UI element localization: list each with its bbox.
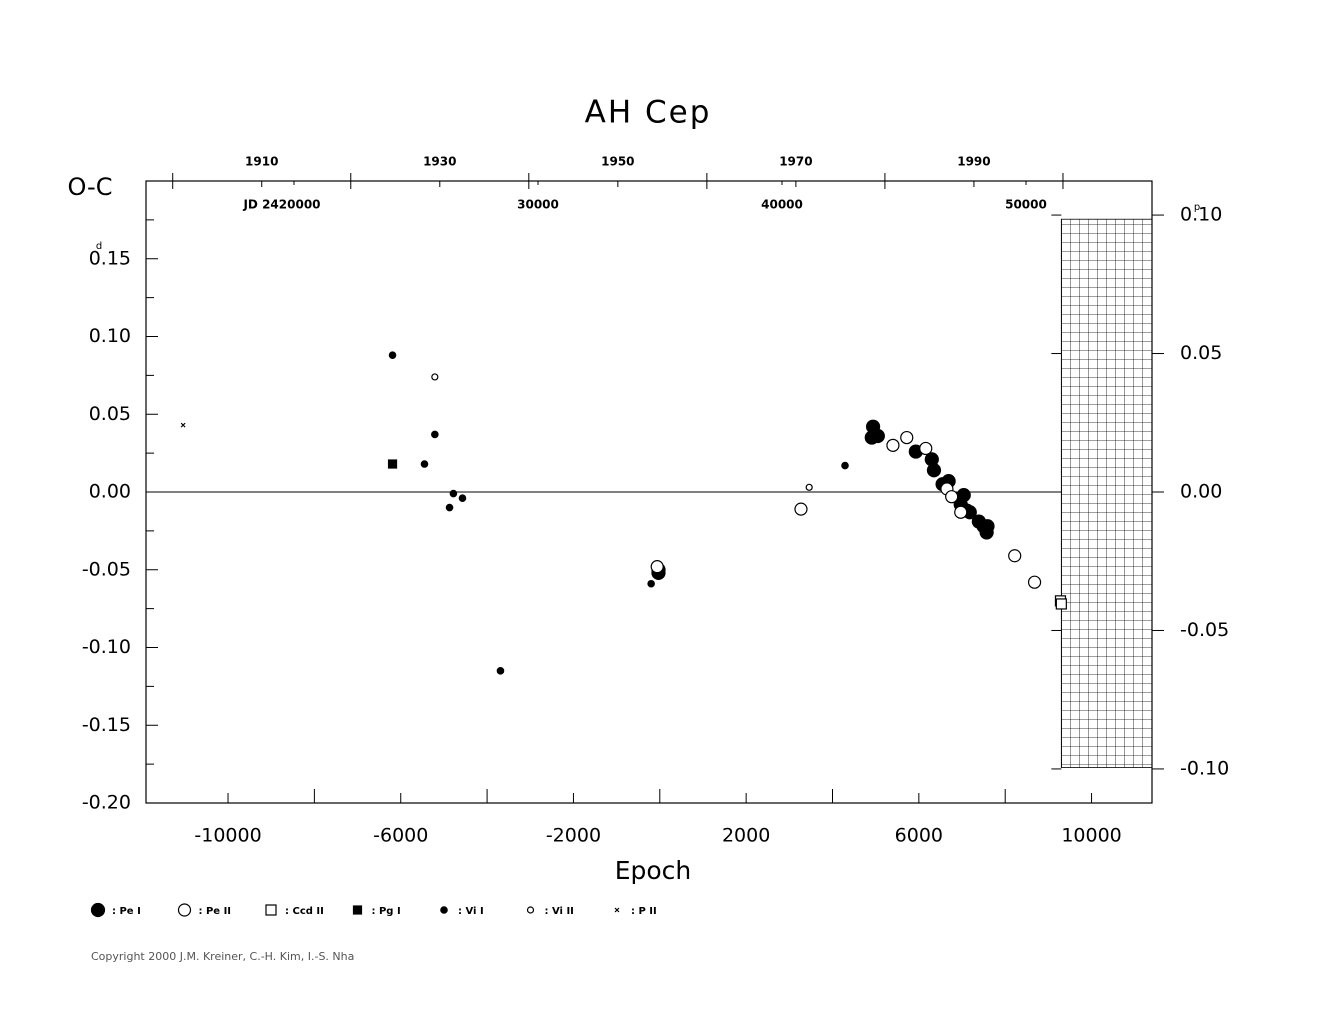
- y-tick-label: -0.15: [82, 714, 131, 736]
- data-point: [431, 430, 439, 439]
- legend-marker: [440, 906, 448, 914]
- y-tick-label: 0.10: [89, 325, 131, 347]
- data-point: [1008, 549, 1022, 563]
- legend-label: : Pe I: [112, 906, 141, 917]
- x-tick-label: 10000: [1061, 825, 1121, 847]
- x-tick-label: 2000: [722, 825, 770, 847]
- copyright: Copyright 2000 J.M. Kreiner, C.-H. Kim, …: [91, 950, 354, 963]
- data-point: [449, 489, 458, 498]
- year-tick-label: 1950: [601, 155, 634, 169]
- jd-tick-label: 40000: [761, 198, 803, 212]
- y2-tick-label: 0.10: [1180, 204, 1222, 226]
- data-point: [496, 667, 505, 675]
- jd-tick-label: 30000: [517, 198, 559, 212]
- data-point: [1027, 575, 1042, 589]
- y-tick-label: -0.10: [82, 636, 131, 658]
- legend-marker: [90, 902, 106, 918]
- year-tick-label: 1990: [957, 155, 990, 169]
- y-tick-label: 0.15: [89, 247, 131, 269]
- data-point: [841, 461, 849, 470]
- legend-label: : P II: [631, 906, 657, 917]
- year-tick-label: 1930: [423, 155, 456, 169]
- chart-title: AH Cep: [585, 95, 712, 131]
- legend-marker: [614, 907, 620, 913]
- y-tick-label: -0.20: [82, 792, 131, 814]
- jd-tick-label: 50000: [1005, 198, 1047, 212]
- legend-label: : Ccd II: [285, 906, 324, 917]
- data-point: [886, 438, 900, 452]
- data-point: [919, 441, 933, 456]
- y-tick-label: -0.05: [82, 558, 131, 580]
- data-point: [387, 459, 398, 469]
- y-tick-label: 0.00: [89, 481, 131, 503]
- y2-tick-label: 0.00: [1180, 481, 1222, 503]
- data-point: [956, 488, 971, 503]
- y-tick-label: 0.05: [89, 403, 131, 425]
- data-point: [647, 579, 655, 588]
- x-tick-label: -6000: [373, 825, 428, 847]
- y-axis-label: O-C: [68, 173, 113, 201]
- x-axis-label: Epoch: [615, 856, 692, 885]
- data-point: [954, 505, 968, 519]
- x-tick-label: 6000: [895, 825, 943, 847]
- legend-label: : Vi I: [458, 906, 484, 917]
- legend-label: : Vi II: [545, 906, 574, 917]
- data-point: [870, 428, 885, 444]
- data-point: [420, 460, 429, 468]
- data-point: [794, 502, 808, 516]
- data-point: [431, 373, 439, 381]
- y2-tick-label: -0.10: [1180, 757, 1229, 779]
- data-point: [900, 430, 914, 445]
- data-point: [650, 560, 664, 574]
- y-unit: d: [96, 241, 102, 252]
- y2-tick-label: 0.05: [1180, 342, 1222, 364]
- legend-label: : Pe II: [199, 906, 232, 917]
- year-tick-label: 1970: [779, 155, 812, 169]
- legend-marker: [265, 904, 277, 916]
- data-point: [945, 490, 959, 504]
- x-tick-label: -10000: [194, 825, 261, 847]
- y2-tick-label: -0.05: [1180, 619, 1229, 641]
- hatched-region: [1060, 218, 1153, 768]
- data-point: [1055, 598, 1067, 610]
- data-point: [445, 503, 454, 512]
- y2-unit: p: [1194, 202, 1200, 213]
- data-point: [980, 519, 995, 534]
- legend-marker: [352, 905, 363, 915]
- data-point: [805, 483, 813, 491]
- jd-tick-label: JD 2420000: [242, 198, 320, 212]
- data-point: [926, 463, 942, 478]
- data-point: [180, 422, 186, 428]
- x-tick-label: -2000: [546, 825, 601, 847]
- legend-marker: [177, 903, 192, 917]
- year-tick-label: 1910: [245, 155, 278, 169]
- legend-marker: [526, 906, 535, 914]
- data-point: [388, 351, 397, 359]
- legend-label: : Pg I: [372, 906, 401, 917]
- data-point: [458, 494, 467, 503]
